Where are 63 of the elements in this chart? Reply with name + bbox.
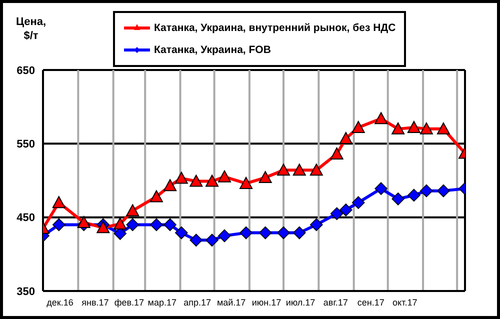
point: [292, 164, 306, 176]
point: [277, 226, 290, 240]
point: [175, 226, 188, 240]
x-tick-label: авг.17: [323, 297, 348, 308]
y-tick-label: 550: [16, 138, 35, 151]
point: [190, 174, 203, 187]
point: [164, 179, 177, 192]
point: [174, 172, 188, 184]
point: [240, 176, 253, 189]
point: [276, 164, 290, 176]
point: [52, 196, 66, 208]
point: [150, 218, 163, 232]
point: [339, 132, 352, 144]
point: [420, 184, 433, 198]
point: [436, 122, 450, 134]
x-tick-label: янв.17: [82, 297, 109, 308]
point: [374, 112, 388, 124]
point: [292, 226, 306, 240]
point: [126, 218, 140, 232]
y-tick-label: 350: [16, 286, 35, 298]
point: [114, 217, 127, 230]
point: [258, 226, 272, 240]
legend-label: Катанка, Украина, внутренний рынок, без НДС: [154, 22, 396, 34]
point: [206, 174, 219, 187]
y-tick-label: 650: [16, 64, 35, 77]
point: [218, 229, 231, 242]
point: [352, 120, 365, 133]
x-tick-label: дек.16: [46, 297, 74, 308]
y-tick-label: 450: [16, 212, 35, 224]
point: [310, 164, 323, 176]
point: [240, 226, 252, 240]
point: [352, 196, 365, 209]
point: [164, 218, 176, 232]
point: [96, 221, 110, 234]
point: [420, 122, 433, 134]
x-tick-label: июн.17: [252, 297, 282, 308]
legend-label: Катанка, Украина, FOB: [154, 44, 271, 56]
point: [339, 204, 352, 216]
point: [392, 122, 405, 134]
point: [392, 192, 404, 206]
x-tick-label: окт.17: [392, 297, 418, 308]
point: [126, 204, 140, 216]
x-tick-label: мар.17: [148, 297, 176, 308]
point: [77, 216, 90, 228]
point: [330, 207, 344, 220]
point: [190, 234, 203, 247]
x-tick-label: апр.17: [184, 297, 211, 308]
point: [437, 184, 450, 198]
point: [310, 218, 323, 232]
point: [407, 120, 420, 133]
y-axis-title: Цена, $/т: [14, 15, 48, 43]
point: [52, 218, 66, 232]
point: [408, 188, 420, 202]
point: [218, 170, 232, 182]
x-tick-label: июл.17: [286, 297, 316, 308]
point: [150, 190, 163, 202]
point: [206, 234, 218, 247]
x-tick-label: фев.17: [114, 297, 144, 308]
x-tick-label: сен.17: [357, 297, 384, 308]
point: [258, 171, 272, 184]
x-tick-label: май.17: [216, 297, 246, 308]
point: [374, 182, 388, 196]
point: [330, 147, 344, 160]
